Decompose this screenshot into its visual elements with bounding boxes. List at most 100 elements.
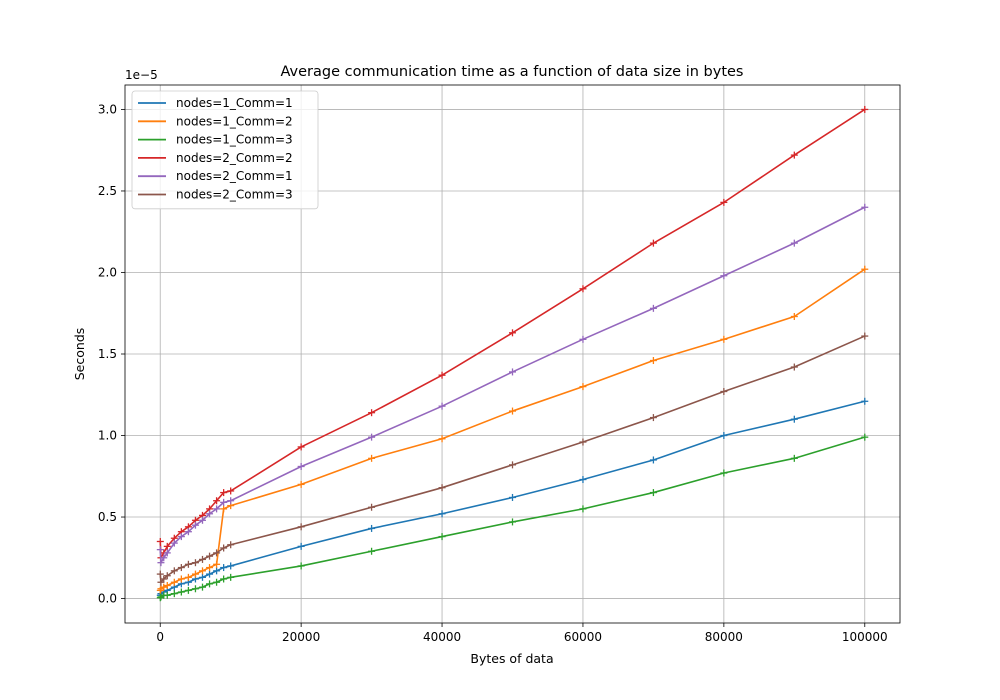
data-point [227, 541, 235, 549]
series-line [159, 400, 865, 596]
data-point [861, 105, 869, 113]
data-point [861, 433, 869, 441]
data-point [790, 363, 798, 371]
legend-label: nodes=1_Comm=2 [176, 114, 293, 128]
data-point [297, 523, 305, 531]
data-point [220, 564, 228, 572]
y-offset-label: 1e−5 [125, 68, 158, 82]
data-point [297, 443, 305, 451]
y-tick-label: 1.5 [98, 347, 117, 361]
x-tick-label: 80000 [705, 630, 743, 644]
y-tick-label: 3.0 [98, 102, 117, 116]
data-point [649, 489, 657, 497]
data-point [213, 578, 221, 586]
series-nodes=1_Comm=3 [156, 433, 869, 602]
data-point [579, 285, 587, 293]
data-point [297, 462, 305, 470]
data-point [160, 583, 168, 591]
data-point [213, 560, 221, 568]
data-point [206, 580, 214, 588]
legend-label: nodes=1_Comm=1 [176, 96, 293, 110]
legend-label: nodes=2_Comm=1 [176, 169, 293, 183]
data-point [220, 505, 228, 513]
data-point [579, 505, 587, 513]
data-point [438, 402, 446, 410]
data-point [720, 432, 728, 440]
data-point [199, 567, 206, 575]
data-point [649, 239, 657, 247]
data-point [184, 528, 192, 536]
data-point [220, 498, 228, 506]
series-line [159, 206, 866, 564]
data-point [720, 335, 728, 343]
data-point [191, 570, 199, 578]
data-point [199, 583, 206, 591]
data-point [368, 524, 376, 532]
series-nodes=2_Comm=1 [156, 203, 869, 567]
x-tick-label: 0 [156, 630, 164, 644]
data-point [170, 590, 178, 598]
data-point [861, 332, 869, 340]
data-point [213, 505, 221, 513]
data-point [297, 480, 305, 488]
y-tick-label: 2.5 [98, 184, 117, 198]
data-point [177, 533, 185, 541]
series-line [159, 436, 866, 599]
data-point [220, 544, 228, 552]
data-point [227, 497, 235, 505]
data-point [206, 510, 214, 518]
data-point [861, 265, 869, 273]
data-point [861, 203, 869, 211]
chart-title: Average communication time as a function… [280, 64, 743, 80]
data-point [579, 335, 587, 343]
series-nodes=2_Comm=2 [156, 105, 869, 562]
data-point [438, 435, 446, 443]
legend-label: nodes=2_Comm=2 [176, 151, 293, 165]
data-point [213, 567, 221, 575]
data-point [438, 510, 446, 518]
data-point [509, 461, 516, 469]
data-point [649, 414, 657, 422]
data-point [191, 559, 199, 567]
data-point [170, 578, 178, 586]
data-point [509, 368, 516, 376]
data-point [157, 559, 165, 567]
series-line [159, 108, 866, 559]
data-point [184, 573, 192, 581]
data-point [649, 357, 657, 365]
data-point [368, 454, 376, 462]
data-point [160, 554, 168, 562]
data-point [509, 407, 516, 415]
x-tick-label: 60000 [564, 630, 602, 644]
series-nodes=1_Comm=2 [156, 265, 869, 594]
data-point [170, 539, 178, 547]
series-nodes=1_Comm=1 [156, 397, 869, 599]
data-point [206, 552, 214, 560]
data-point [579, 438, 587, 446]
data-point [368, 433, 376, 441]
data-point [206, 564, 214, 572]
data-point [156, 570, 164, 578]
legend-item: nodes=2_Comm=1 [138, 169, 293, 183]
legend-label: nodes=1_Comm=3 [176, 133, 293, 147]
data-point [177, 575, 185, 583]
data-point [206, 570, 214, 578]
data-point [720, 469, 728, 477]
series-layer [156, 105, 869, 602]
data-point [220, 489, 228, 497]
legend-item: nodes=2_Comm=2 [138, 151, 293, 165]
x-axis-label: Bytes of data [470, 651, 553, 666]
data-point [163, 549, 171, 557]
data-point [191, 521, 199, 529]
data-point [213, 497, 221, 505]
legend-item: nodes=1_Comm=2 [138, 114, 293, 128]
data-point [368, 503, 376, 511]
data-point [509, 493, 516, 501]
data-point [160, 575, 168, 583]
data-point [438, 484, 446, 492]
data-point [199, 516, 206, 524]
data-point [649, 304, 657, 312]
data-point [790, 454, 798, 462]
data-point [220, 575, 228, 583]
